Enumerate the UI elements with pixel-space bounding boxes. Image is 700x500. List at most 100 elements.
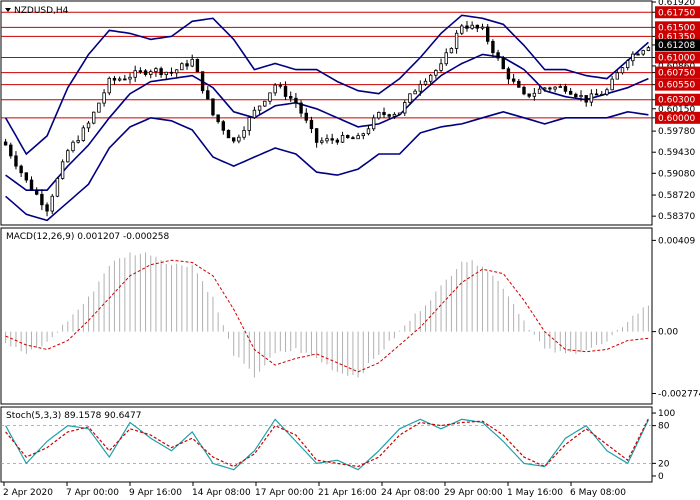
candle	[625, 59, 630, 71]
candle	[76, 135, 80, 144]
price-tick-label: 0.60300	[658, 96, 695, 106]
band-middle	[5, 53, 649, 191]
candle	[195, 58, 200, 73]
candle	[325, 134, 329, 144]
candle	[123, 74, 127, 81]
macd-tick-label: 0.00	[658, 328, 678, 338]
candle	[366, 124, 371, 136]
stochastic-series	[1, 418, 652, 471]
price-tick-label: 0.61208	[658, 41, 695, 51]
candle	[506, 66, 511, 84]
level-price-tag	[655, 6, 700, 19]
candle	[314, 128, 319, 148]
candle	[45, 202, 49, 217]
candle	[50, 193, 54, 215]
candle	[211, 98, 215, 117]
candle	[112, 75, 117, 85]
candle	[511, 73, 516, 84]
candle	[434, 69, 438, 79]
time-tick-label: 1 May 16:00	[507, 488, 563, 498]
candle	[169, 67, 174, 77]
stoch-tick-label: 80	[658, 422, 670, 432]
macd-tick-label: -0.002774	[658, 389, 700, 399]
candle	[558, 83, 562, 88]
candle	[149, 69, 153, 79]
candle	[294, 92, 298, 108]
candle	[392, 112, 397, 120]
current-price-tag	[655, 38, 700, 51]
candle	[133, 65, 137, 82]
macd-axis: 0.00409 0.00 -0.002774	[652, 236, 700, 399]
candle	[268, 92, 272, 105]
candle	[299, 100, 303, 117]
candle	[92, 111, 96, 125]
candle	[40, 189, 44, 211]
time-tick-label: 17 Apr 00:00	[255, 488, 314, 498]
candle	[532, 87, 537, 101]
candle	[527, 93, 531, 99]
price-tick-label: 0.59080	[658, 169, 695, 179]
candle	[60, 159, 65, 180]
candle	[371, 114, 376, 131]
candle	[496, 49, 500, 61]
price-tick-label: 0.58370	[658, 212, 695, 222]
time-tick-label: 6 May 08:00	[570, 488, 626, 498]
price-tick-label: 0.61500	[658, 23, 695, 33]
candle	[346, 134, 350, 139]
candle	[579, 90, 583, 102]
candle	[273, 83, 277, 96]
candle	[330, 133, 334, 145]
candle	[397, 112, 402, 115]
level-price-tag	[655, 111, 700, 124]
candle	[615, 68, 620, 80]
candle	[543, 87, 547, 92]
candle	[460, 24, 464, 35]
candle	[216, 114, 220, 124]
candle	[252, 106, 257, 120]
candle	[231, 137, 236, 144]
candle	[584, 95, 588, 107]
candle	[185, 59, 189, 70]
stoch-tick-label: 0	[658, 472, 664, 482]
candle	[522, 85, 526, 96]
candle	[486, 23, 490, 45]
candle	[154, 67, 158, 77]
time-tick-label: 14 Apr 08:00	[192, 488, 251, 498]
candle	[278, 82, 283, 89]
candle	[356, 132, 360, 140]
stoch-main-line	[5, 418, 649, 471]
price-tick-label: 0.61350	[658, 32, 695, 42]
candle	[610, 75, 614, 91]
candle	[428, 73, 433, 86]
candle	[465, 20, 469, 32]
candle	[55, 176, 60, 198]
candle	[454, 30, 459, 54]
candle	[444, 48, 448, 66]
candle	[501, 55, 505, 70]
candle	[200, 71, 205, 94]
candlesticks	[3, 20, 651, 217]
time-tick-label: 7 Apr 00:00	[66, 488, 119, 498]
candle	[257, 105, 262, 116]
candle	[174, 69, 179, 78]
candle	[646, 45, 651, 52]
candle	[620, 66, 625, 75]
candle	[320, 137, 324, 145]
stoch-label: Stoch(5,3,3) 89.1578 90.6477	[6, 411, 141, 421]
candle	[600, 90, 604, 96]
candle	[138, 67, 143, 74]
candle	[86, 120, 91, 132]
symbol-label: NZDUSD,H4	[14, 6, 69, 16]
candle	[309, 116, 314, 134]
candle	[143, 69, 148, 77]
candle	[568, 87, 573, 95]
candle	[351, 135, 355, 140]
candle	[491, 39, 495, 58]
stoch-panel: 100 80 20 0 Stoch(5,3,3) 89.1578 90.6477	[0, 406, 675, 483]
candle	[418, 80, 423, 96]
dropdown-triangle-icon[interactable]	[5, 8, 11, 12]
candle	[14, 151, 18, 170]
price-tick-label: 0.60000	[658, 114, 695, 124]
candle	[475, 24, 480, 33]
